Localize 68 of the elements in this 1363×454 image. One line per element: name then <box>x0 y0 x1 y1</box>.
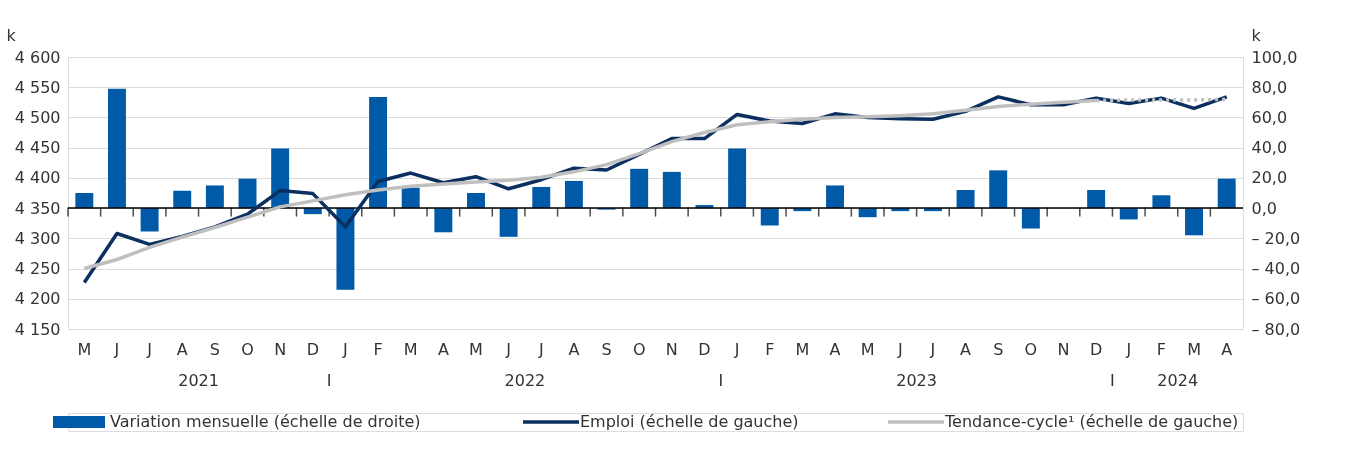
text: I <box>1110 371 1115 390</box>
x-tick-label: S <box>601 339 612 359</box>
y-tick-label: 4 450 <box>14 138 61 158</box>
y-tick-label: 4 300 <box>14 228 61 248</box>
x-tick-label: O <box>241 339 254 359</box>
x-tick-label: D <box>698 339 711 359</box>
y2-axis-title: k <box>1251 25 1262 45</box>
x-tick-label: M <box>403 339 418 359</box>
y2-tick-label: – 60,0 <box>1251 289 1301 309</box>
x-tick-label: N <box>274 339 287 359</box>
y2-tick-label: – 80,0 <box>1251 319 1301 339</box>
y-tick-label: 4 400 <box>14 168 61 188</box>
x-tick-label: A <box>829 339 841 359</box>
text: I <box>326 371 332 390</box>
y-tick-label: 4 500 <box>14 107 61 127</box>
x-tick-label: M <box>469 339 483 359</box>
y2-tick-label: – 20,0 <box>1251 228 1301 248</box>
y-tick-label: 4 350 <box>14 198 61 218</box>
x-tick-label: A <box>437 339 449 359</box>
text: 2023 <box>896 371 937 390</box>
y2-tick-label: 80,0 <box>1251 77 1288 97</box>
x-tick-label: J <box>1125 339 1132 359</box>
x-tick-label: J <box>342 339 348 359</box>
x-tick-label: M <box>860 339 875 359</box>
text: 2024 <box>1157 371 1199 390</box>
x-tick-label: O <box>632 339 646 359</box>
y-axis-title: k <box>6 25 17 45</box>
x-tick-label: A <box>960 339 972 359</box>
x-tick-label: J <box>113 339 120 359</box>
x-tick-label: F <box>765 339 775 359</box>
y-tick-label: 4 200 <box>14 289 61 309</box>
x-tick-label: A <box>1221 339 1233 359</box>
x-tick-label: F <box>1156 339 1166 359</box>
text: 2022 <box>504 371 546 390</box>
x-tick-label: M <box>1187 339 1201 359</box>
x-tick-label: N <box>1057 339 1070 359</box>
x-tick-label: N <box>665 339 678 359</box>
text: 2021 <box>178 371 219 390</box>
y-tick-label: 4 600 <box>14 47 61 67</box>
x-tick-label: J <box>929 339 936 359</box>
x-tick-label: M <box>77 339 92 359</box>
x-tick-label: S <box>993 339 1004 359</box>
y-tick-label: 4 550 <box>14 77 61 97</box>
text: I <box>718 371 724 390</box>
x-tick-label: D <box>306 339 319 359</box>
y2-tick-label: 60,0 <box>1251 107 1288 127</box>
x-tick-label: F <box>373 339 383 359</box>
legend-label: Variation mensuelle (échelle de droite) <box>110 412 421 431</box>
y2-tick-label: 40,0 <box>1251 138 1288 158</box>
y2-tick-label: 0,0 <box>1251 198 1277 218</box>
x-tick-label: D <box>1089 339 1103 359</box>
legend-label: Emploi (échelle de gauche) <box>580 412 799 431</box>
x-tick-label: A <box>568 339 580 359</box>
x-tick-label: S <box>209 339 220 359</box>
y2-tick-label: – 40,0 <box>1251 259 1301 279</box>
x-tick-label: O <box>1024 339 1038 359</box>
x-tick-label: J <box>146 339 152 359</box>
x-tick-label: A <box>176 339 188 359</box>
x-tick-label: J <box>896 339 903 359</box>
y-tick-label: 4 250 <box>14 259 61 279</box>
y-tick-label: 4 150 <box>14 319 61 339</box>
y2-tick-label: 20,0 <box>1251 168 1288 188</box>
x-tick-label: J <box>733 339 740 359</box>
x-tick-label: J <box>505 339 511 359</box>
x-tick-label: M <box>795 339 810 359</box>
x-tick-label: J <box>537 339 544 359</box>
legend-label: Tendance-cycle¹ (échelle de gauche) <box>944 412 1239 431</box>
y2-tick-label: 100,0 <box>1251 47 1298 67</box>
